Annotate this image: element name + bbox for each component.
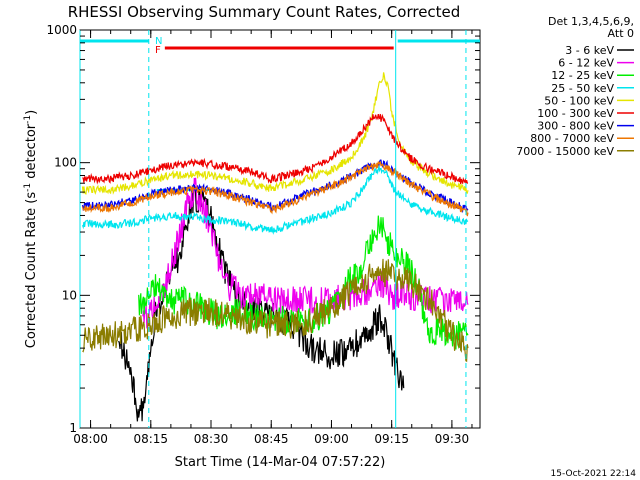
x-tick-label-5: 09:15: [374, 432, 409, 446]
series-line-7: [81, 161, 469, 217]
legend-label-7: 800 - 7000 keV: [530, 132, 614, 145]
y-axis-ticks: 1 10 100 1000: [46, 23, 480, 435]
series-line-5: [82, 113, 469, 185]
y-axis-label-mid: detector: [24, 123, 39, 183]
series-line-3: [81, 165, 469, 235]
y-axis-label-end: ): [24, 110, 39, 115]
y-tick-label-1: 10: [62, 288, 77, 302]
legend-label-8: 7000 - 15000 keV: [516, 145, 614, 158]
legend-header-line-1: Det 1,3,4,5,6,9,: [548, 15, 634, 28]
legend-label-1: 6 - 12 keV: [558, 57, 614, 70]
x-tick-label-0: 08:00: [73, 432, 108, 446]
x-axis-ticks: 08:00 08:15 08:30 08:45 09:00 09:15 09:30: [73, 30, 473, 446]
x-tick-label-4: 09:00: [314, 432, 349, 446]
legend-label-4: 50 - 100 keV: [544, 94, 614, 107]
legend-header-line-2: Att 0: [608, 27, 634, 40]
legend-label-2: 12 - 25 keV: [551, 69, 614, 82]
y-tick-label-2: 100: [54, 156, 77, 170]
plot-area: 08:00 08:15 08:30 08:45 09:00 09:15 09:30 1101…: [46, 23, 481, 446]
legend-label-0: 3 - 6 keV: [565, 44, 614, 57]
legend-label-5: 100 - 300 keV: [537, 107, 614, 120]
x-tick-label-1: 08:15: [133, 432, 168, 446]
series-line-8: [82, 258, 469, 363]
vline-layer: [79, 30, 467, 428]
y-axis-label-sup-1: -1: [23, 183, 33, 192]
y-tick-label-0: 1: [69, 421, 77, 435]
x-axis-label: Start Time (14-Mar-04 07:57:22): [175, 455, 386, 470]
series-layer: [81, 72, 469, 422]
x-tick-label-2: 08:30: [194, 432, 229, 446]
y-axis-label-main: Corrected Count Rate (s: [24, 192, 39, 349]
series-line-4: [81, 72, 469, 195]
y-axis-label: Corrected Count Rate (s-1 detector-1): [23, 110, 39, 348]
chart-title: RHESSI Observing Summary Count Rates, Co…: [68, 3, 461, 21]
x-tick-label-6: 09:30: [435, 432, 470, 446]
y-axis-label-sup-2: -1: [23, 115, 33, 124]
flag-label-f: F: [155, 45, 161, 56]
footer-timestamp: 15-Oct-2021 22:14: [551, 469, 637, 479]
y-tick-label-3: 1000: [46, 23, 77, 37]
flag-label-n: N: [155, 36, 162, 47]
legend-label-6: 300 - 800 keV: [537, 120, 614, 133]
legend-label-3: 25 - 50 keV: [551, 82, 614, 95]
x-tick-label-3: 08:45: [254, 432, 289, 446]
series-line-1: [142, 177, 469, 330]
